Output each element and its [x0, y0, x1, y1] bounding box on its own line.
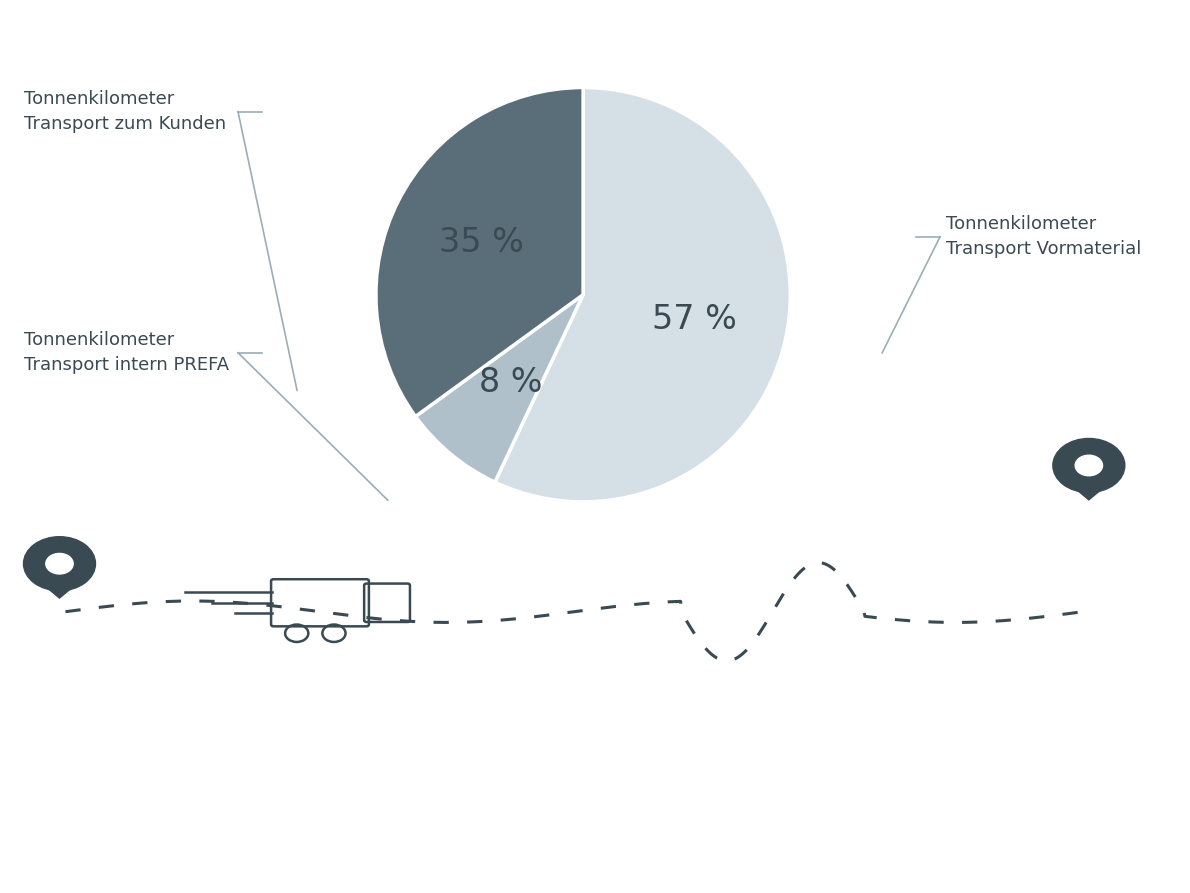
Text: 35 %: 35 %: [439, 227, 524, 260]
Text: 8 %: 8 %: [478, 366, 543, 399]
Wedge shape: [415, 295, 583, 482]
Text: Tonnenkilometer
Transport Vormaterial: Tonnenkilometer Transport Vormaterial: [946, 215, 1141, 258]
Text: Tonnenkilometer
Transport intern PREFA: Tonnenkilometer Transport intern PREFA: [24, 331, 228, 374]
Text: 57 %: 57 %: [652, 303, 737, 336]
Wedge shape: [495, 88, 790, 502]
Wedge shape: [376, 88, 583, 416]
Text: Tonnenkilometer
Transport zum Kunden: Tonnenkilometer Transport zum Kunden: [24, 90, 226, 133]
